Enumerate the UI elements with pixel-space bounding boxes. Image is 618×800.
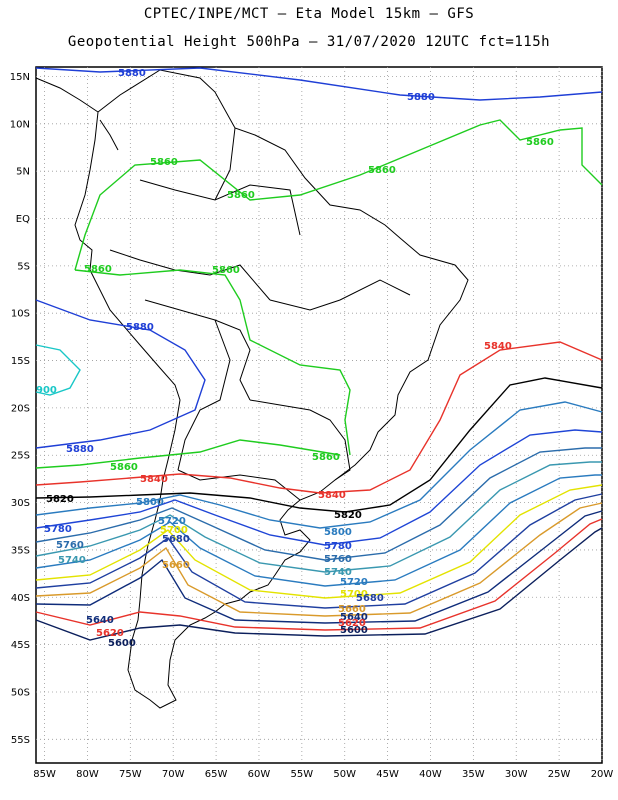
label-5840: 5840	[484, 341, 512, 352]
contour-5820	[35, 377, 603, 513]
lat-tick-label: 45S	[11, 640, 30, 651]
lon-tick-label: 45W	[376, 769, 399, 780]
lat-tick-label: 25S	[11, 451, 30, 462]
contour-5740	[35, 461, 602, 573]
label-5640: 5640	[86, 615, 114, 626]
label-5620: 5620	[96, 628, 124, 639]
lon-tick-label: 40W	[419, 769, 442, 780]
label-5880: 5880	[407, 92, 435, 103]
height-contours	[35, 67, 603, 641]
lat-tick-label: 35S	[11, 545, 30, 556]
lat-tick-label: EQ	[16, 214, 30, 225]
contour-5760	[35, 447, 602, 561]
contour-5600	[35, 527, 603, 641]
contour-5860-mid	[74, 269, 351, 456]
contour-5660	[35, 502, 603, 617]
lat-tick-label: 30S	[11, 498, 30, 509]
label-5660: 5660	[338, 604, 366, 615]
lon-tick-label: 70W	[162, 769, 185, 780]
label-5680: 5680	[356, 593, 384, 604]
lat-tick-label: 15S	[11, 356, 30, 367]
lon-tick-label: 30W	[505, 769, 528, 780]
contour-5640	[35, 510, 603, 624]
label-5860: 5860	[212, 265, 240, 276]
contour-5860-north	[74, 119, 603, 271]
contour-5720	[35, 474, 602, 587]
label-5800: 5800	[136, 497, 164, 508]
lat-tick-label: 55S	[11, 735, 30, 746]
lat-tick-label: 15N	[10, 72, 30, 83]
contour-5680	[35, 493, 603, 609]
contour-5880-north	[35, 67, 603, 101]
lon-tick-label: 80W	[76, 769, 99, 780]
label-5640: 5640	[340, 612, 368, 623]
latitude-labels: 15N 10N 5N EQ 5S 10S 15S 20S 25S 30S 35S 40S 45S 50S 5…	[10, 72, 30, 746]
label-5840: 5840	[318, 490, 346, 501]
contour-5900	[35, 344, 81, 396]
label-5760: 5760	[324, 554, 352, 565]
map-grid	[36, 67, 603, 763]
label-5740: 5740	[58, 555, 86, 566]
label-5780: 5780	[324, 541, 352, 552]
label-5860: 5860	[110, 462, 138, 473]
label-5700: 5700	[160, 525, 188, 536]
label-5860: 5860	[526, 137, 554, 148]
contour-5620	[35, 518, 603, 631]
contour-5800	[35, 401, 603, 529]
lon-tick-label: 65W	[205, 769, 228, 780]
map-subtitle: Geopotential Height 500hPa – 31/07/2020 …	[67, 34, 551, 50]
lon-tick-label: 20W	[591, 769, 614, 780]
label-5860: 5860	[150, 157, 178, 168]
lon-tick-label: 60W	[248, 769, 271, 780]
label-5720: 5720	[340, 577, 368, 588]
contour-labels: 5880 5880 5880 5880 5860 5860 5860 5860 …	[36, 68, 554, 649]
label-5860: 5860	[227, 190, 255, 201]
longitude-labels: 85W 80W 75W 70W 65W 60W 55W 50W 45W 40W 35W 30W 25W 2…	[33, 769, 613, 780]
lon-tick-label: 85W	[33, 769, 56, 780]
label-5840: 5840	[140, 474, 168, 485]
label-5820: 5820	[334, 510, 362, 521]
label-5860: 5860	[368, 165, 396, 176]
label-5600: 5600	[340, 625, 368, 636]
label-5880: 5880	[66, 444, 94, 455]
label-5820: 5820	[46, 494, 74, 505]
label-5660: 5660	[162, 560, 190, 571]
lat-tick-label: 5N	[16, 167, 30, 178]
label-5700: 5700	[340, 589, 368, 600]
lat-tick-label: 10S	[11, 309, 30, 320]
lat-tick-label: 50S	[11, 687, 30, 698]
contour-5880-west	[35, 299, 206, 449]
contour-5860-south	[35, 439, 341, 469]
lon-tick-label: 55W	[291, 769, 314, 780]
label-5740: 5740	[324, 567, 352, 578]
label-5880: 5880	[126, 322, 154, 333]
contour-5700	[35, 484, 603, 599]
map-title: CPTEC/INPE/MCT – Eta Model 15km – GFS	[143, 6, 475, 22]
lat-tick-label: 10N	[10, 119, 30, 130]
label-5720: 5720	[158, 516, 186, 527]
lat-tick-label: 40S	[11, 593, 30, 604]
lon-tick-label: 75W	[119, 769, 142, 780]
label-5860: 5860	[84, 264, 112, 275]
label-5780: 5780	[44, 524, 72, 535]
contour-5780	[35, 429, 603, 546]
label-5900: 900	[36, 385, 57, 396]
lat-tick-label: 20S	[11, 403, 30, 414]
lon-tick-label: 35W	[462, 769, 485, 780]
label-5680: 5680	[162, 534, 190, 545]
label-5880: 5880	[118, 68, 146, 79]
label-5760: 5760	[56, 540, 84, 551]
label-5600: 5600	[108, 638, 136, 649]
label-5620: 5620	[338, 618, 366, 629]
coastlines	[35, 69, 469, 709]
lat-tick-label: 5S	[17, 261, 30, 272]
label-5800: 5800	[324, 527, 352, 538]
lon-tick-label: 50W	[333, 769, 356, 780]
lon-tick-label: 25W	[548, 769, 571, 780]
contour-5840	[35, 341, 603, 494]
label-5860: 5860	[312, 452, 340, 463]
